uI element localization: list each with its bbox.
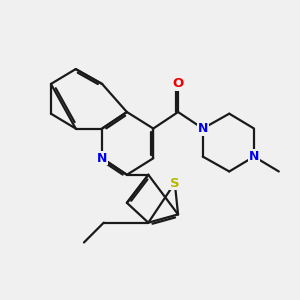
Text: S: S	[170, 176, 180, 190]
Text: N: N	[249, 150, 259, 163]
Text: O: O	[172, 77, 184, 91]
Text: N: N	[97, 152, 107, 165]
Text: N: N	[198, 122, 208, 135]
